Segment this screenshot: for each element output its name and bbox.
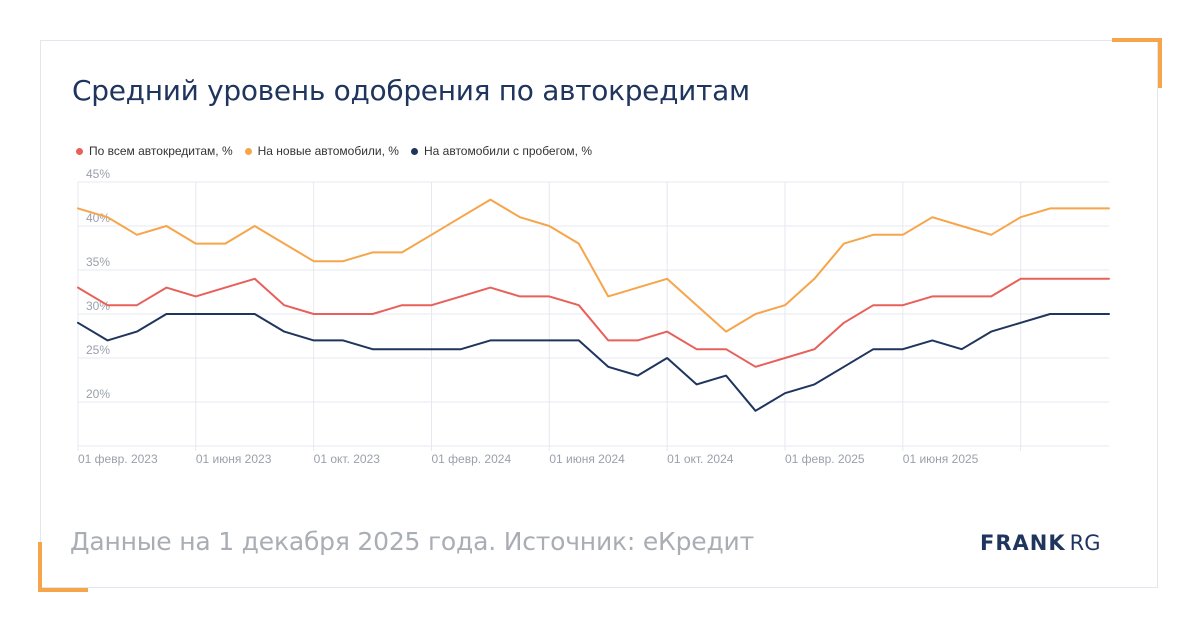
x-tick-label: 01 июня 2023 bbox=[196, 452, 272, 466]
y-tick-label: 45% bbox=[86, 167, 110, 181]
x-tick-label: 01 окт. 2023 bbox=[314, 452, 381, 466]
x-tick-label: 01 окт. 2024 bbox=[667, 452, 734, 466]
x-tick-label: 01 февр. 2025 bbox=[785, 452, 865, 466]
y-tick-label: 20% bbox=[86, 387, 110, 401]
series-line bbox=[77, 198, 1110, 333]
source-note: Данные на 1 декабря 2025 года. Источник:… bbox=[70, 527, 754, 556]
legend-label: На автомобили с пробегом, % bbox=[423, 144, 592, 158]
corner-accent-bottom-left bbox=[38, 542, 42, 592]
brand-logo: FRANK RG bbox=[980, 531, 1101, 555]
y-tick-label: 40% bbox=[86, 211, 110, 225]
y-tick-label: 35% bbox=[86, 255, 110, 269]
legend-label: По всем автокредитам, % bbox=[89, 144, 233, 158]
legend-marker bbox=[76, 147, 83, 155]
chart-title: Средний уровень одобрения по автокредита… bbox=[72, 74, 750, 107]
x-tick-label: 01 июня 2025 bbox=[903, 452, 979, 466]
x-tick-label: 01 февр. 2024 bbox=[431, 452, 511, 466]
corner-accent-bottom-left bbox=[38, 588, 88, 592]
legend-item[interactable]: На новые автомобили, % bbox=[244, 144, 399, 158]
logo-text-bold: FRANK bbox=[980, 531, 1066, 555]
chart-legend: По всем автокредитам, % На новые автомоб… bbox=[76, 144, 592, 158]
logo-text-thin: RG bbox=[1069, 531, 1101, 555]
x-tick-label: 01 февр. 2023 bbox=[78, 452, 158, 466]
legend-marker bbox=[244, 147, 252, 155]
legend-item[interactable]: По всем автокредитам, % bbox=[76, 144, 233, 158]
legend-label: На новые автомобили, % bbox=[257, 144, 399, 158]
y-tick-label: 30% bbox=[86, 299, 110, 313]
legend-item[interactable]: На автомобили с пробегом, % bbox=[410, 144, 592, 158]
corner-accent-top-right bbox=[1158, 38, 1162, 88]
x-tick-label: 01 июня 2024 bbox=[549, 452, 625, 466]
corner-accent-top-right bbox=[1112, 38, 1162, 42]
legend-marker bbox=[410, 147, 418, 155]
y-tick-label: 25% bbox=[86, 343, 110, 357]
series-line bbox=[77, 277, 1110, 368]
series-line bbox=[77, 313, 1110, 412]
